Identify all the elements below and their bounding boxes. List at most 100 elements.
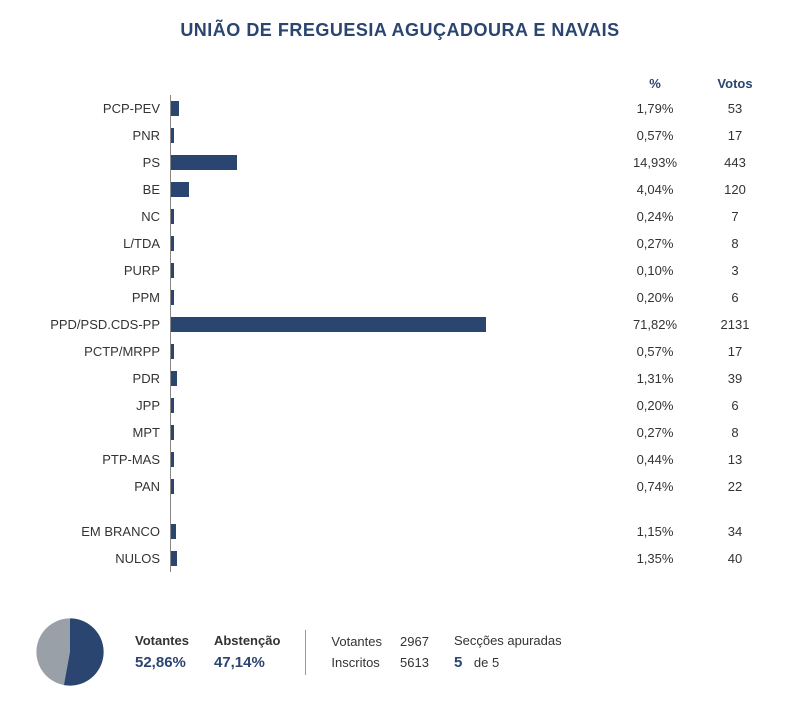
party-bar [171,344,174,359]
extra-bar-col [170,545,610,572]
inscritos-count: 5613 [400,655,429,670]
extra-label: EM BRANCO [30,524,170,539]
party-votes: 39 [700,371,770,386]
party-label: PURP [30,263,170,278]
party-label: PS [30,155,170,170]
inscritos-label: Inscritos [331,655,382,670]
party-label: MPT [30,425,170,440]
party-bar [171,479,174,494]
party-bar-col [170,419,610,446]
abstencao-pct: 47,14% [214,654,280,671]
votantes-count-label: Votantes [331,634,382,649]
party-bar-col [170,446,610,473]
party-pct: 4,04% [610,182,700,197]
party-row: PCP-PEV1,79%53 [30,95,770,122]
extra-bar [171,524,176,539]
party-bar [171,236,174,251]
party-pct: 0,24% [610,209,700,224]
party-votes: 443 [700,155,770,170]
extra-row: EM BRANCO 1,15%34 [30,518,770,545]
party-bar-col [170,284,610,311]
gap-row [30,500,770,518]
abstencao-label: Abstenção [214,633,280,648]
party-votes: 8 [700,425,770,440]
party-bar-col [170,230,610,257]
party-bar-col [170,338,610,365]
party-row: MPT 0,27%8 [30,419,770,446]
party-bar [171,128,174,143]
party-bar-col [170,149,610,176]
votantes-count: 2967 [400,634,429,649]
party-votes: 6 [700,290,770,305]
page-title: UNIÃO DE FREGUESIA AGUÇADOURA E NAVAIS [30,20,770,41]
party-bar [171,452,174,467]
party-label: BE [30,182,170,197]
party-bar [171,263,174,278]
extra-votes: 40 [700,551,770,566]
extra-votes: 34 [700,524,770,539]
party-row: PURP0,10%3 [30,257,770,284]
summary-footer: Votantes 52,86% Abstenção 47,14% Votante… [30,612,770,692]
party-bar [171,209,174,224]
party-bar-col [170,257,610,284]
party-votes: 53 [700,101,770,116]
extra-label: NULOS [30,551,170,566]
party-pct: 0,44% [610,452,700,467]
party-row: PDR 1,31%39 [30,365,770,392]
party-label: PNR [30,128,170,143]
party-bar-col [170,311,610,338]
party-pct: 0,20% [610,398,700,413]
party-bar [171,182,189,197]
counts-grid: Votantes 2967 Inscritos 5613 [331,634,429,670]
party-votes: 13 [700,452,770,467]
party-label: L/TDA [30,236,170,251]
party-votes: 3 [700,263,770,278]
party-pct: 0,27% [610,425,700,440]
extra-pct: 1,35% [610,551,700,566]
seccoes-block: Secções apuradas 5 de 5 [454,633,562,671]
party-label: PTP-MAS [30,452,170,467]
party-row: PTP-MAS 0,44%13 [30,446,770,473]
party-row: NC0,24%7 [30,203,770,230]
party-row: PPD/PSD.CDS-PP71,82%2131 [30,311,770,338]
votantes-label: Votantes [135,633,189,648]
party-row: JPP0,20%6 [30,392,770,419]
party-votes: 17 [700,128,770,143]
party-row: BE 4,04%120 [30,176,770,203]
party-bar [171,290,174,305]
party-bar-col [170,473,610,500]
footer-divider [305,630,306,675]
party-pct: 1,79% [610,101,700,116]
party-bar-col [170,203,610,230]
abstencao-block: Abstenção 47,14% [214,633,280,671]
party-bar-col [170,95,610,122]
party-label: JPP [30,398,170,413]
party-label: PDR [30,371,170,386]
party-bar-col [170,122,610,149]
extra-pct: 1,15% [610,524,700,539]
party-bar [171,398,174,413]
chart-header: % Votos [30,71,770,95]
turnout-pie [30,612,110,692]
party-votes: 120 [700,182,770,197]
party-pct: 14,93% [610,155,700,170]
party-pct: 0,57% [610,344,700,359]
extra-bar-col [170,518,610,545]
votantes-block: Votantes 52,86% [135,633,189,671]
party-row: PAN0,74%22 [30,473,770,500]
party-pct: 1,31% [610,371,700,386]
party-label: NC [30,209,170,224]
party-pct: 0,74% [610,479,700,494]
party-label: PCTP/MRPP [30,344,170,359]
party-label: PPM [30,290,170,305]
extra-row: NULOS 1,35%40 [30,545,770,572]
party-label: PPD/PSD.CDS-PP [30,317,170,332]
party-row: PCTP/MRPP0,57%17 [30,338,770,365]
header-pct: % [610,76,700,91]
party-votes: 22 [700,479,770,494]
party-bar-col [170,176,610,203]
party-row: L/TDA0,27%8 [30,230,770,257]
party-votes: 2131 [700,317,770,332]
party-pct: 0,57% [610,128,700,143]
results-chart: % Votos PCP-PEV1,79%53PNR0,57%17PS14,93%… [30,71,770,572]
